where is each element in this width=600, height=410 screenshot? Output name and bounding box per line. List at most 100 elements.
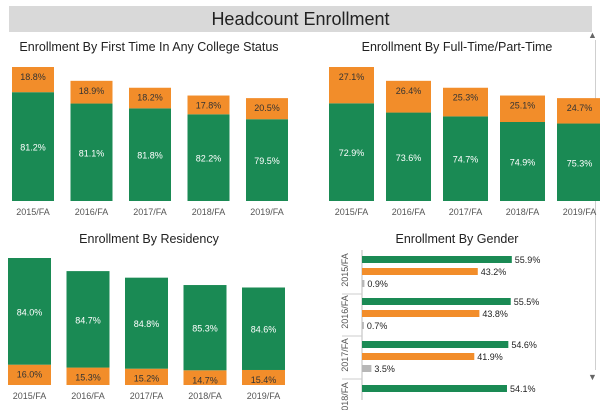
bar-full-part-2017-FA-bottom xyxy=(443,116,488,201)
bar-full-part-2015-FA-bottom xyxy=(329,103,374,201)
label-first-time-2015-FA-top: 18.8% xyxy=(20,72,46,82)
bar-gender-2016-FA-2 xyxy=(362,322,364,329)
label-residency-2018-FA-top: 85.3% xyxy=(192,324,218,334)
tick-gender-2015-FA: 2015/FA xyxy=(340,253,350,287)
bar-first-time-2016-FA-top xyxy=(70,80,113,104)
header-banner: Headcount Enrollment xyxy=(9,6,592,32)
label-residency-2017-FA-top: 84.8% xyxy=(134,319,160,329)
tick-first-time-2015-FA: 2015/FA xyxy=(16,207,50,217)
bar-full-part-2018-FA-bottom xyxy=(500,122,545,201)
bar-first-time-2015-FA-top xyxy=(12,67,54,93)
label-full-part-2018-FA-bottom: 74.9% xyxy=(510,158,536,168)
bar-full-part-2016-FA-top xyxy=(386,80,431,113)
bar-full-part-2015-FA-top xyxy=(329,67,374,104)
bar-residency-2016-FA-bottom xyxy=(66,367,110,385)
bar-residency-2018-FA-top xyxy=(183,285,227,371)
label-gender-2016-FA-2: 0.7% xyxy=(367,321,388,331)
bar-residency-2015-FA-top xyxy=(8,258,51,365)
tick-full-part-2015-FA: 2015/FA xyxy=(335,207,369,217)
label-residency-2015-FA-top: 84.0% xyxy=(17,307,43,317)
bar-first-time-2018-FA-top xyxy=(187,95,230,115)
label-full-part-2016-FA-bottom: 73.6% xyxy=(396,153,422,163)
tick-first-time-2018-FA: 2018/FA xyxy=(192,207,226,217)
bar-gender-2016-FA-1 xyxy=(362,310,480,317)
bar-first-time-2018-FA-bottom xyxy=(187,114,230,201)
label-gender-2017-FA-0: 54.6% xyxy=(511,340,537,350)
tick-residency-2018-FA: 2018/FA xyxy=(188,391,222,401)
page-title: Headcount Enrollment xyxy=(211,9,390,29)
scroll-down-icon[interactable]: ▼ xyxy=(588,372,597,382)
bar-first-time-2015-FA-bottom xyxy=(12,92,54,201)
label-full-part-2019-FA-bottom: 75.3% xyxy=(567,158,593,168)
bar-first-time-2019-FA-top xyxy=(246,98,288,120)
bar-gender-2017-FA-0 xyxy=(362,341,509,348)
bar-full-part-2019-FA-top xyxy=(557,98,600,124)
label-full-part-2015-FA-bottom: 72.9% xyxy=(339,148,365,158)
bar-residency-2019-FA-bottom xyxy=(242,369,285,385)
tick-full-part-2018-FA: 2018/FA xyxy=(506,207,540,217)
bar-first-time-2019-FA-bottom xyxy=(246,119,288,201)
label-residency-2018-FA-bottom: 14.7% xyxy=(192,375,218,385)
label-residency-2016-FA-bottom: 15.3% xyxy=(75,373,101,383)
label-full-part-2017-FA-top: 25.3% xyxy=(453,93,479,103)
bar-residency-2016-FA-top xyxy=(66,271,110,368)
label-full-part-2015-FA-top: 27.1% xyxy=(339,72,365,82)
tick-full-part-2016-FA: 2016/FA xyxy=(392,207,426,217)
label-first-time-2019-FA-top: 20.5% xyxy=(254,103,280,113)
label-full-part-2016-FA-top: 26.4% xyxy=(396,86,422,96)
tick-residency-2015-FA: 2015/FA xyxy=(13,391,47,401)
label-residency-2016-FA-top: 84.7% xyxy=(75,315,101,325)
bar-gender-2016-FA-0 xyxy=(362,298,511,305)
label-first-time-2017-FA-top: 18.2% xyxy=(137,93,163,103)
label-gender-2018-FA-0: 54.1% xyxy=(510,384,536,394)
tick-gender-2016-FA: 2016/FA xyxy=(340,295,350,329)
label-gender-2016-FA-1: 43.8% xyxy=(482,309,508,319)
label-first-time-2016-FA-top: 18.9% xyxy=(79,86,105,96)
label-first-time-2017-FA-bottom: 81.8% xyxy=(137,151,163,161)
label-residency-2017-FA-bottom: 15.2% xyxy=(134,374,160,384)
tick-full-part-2017-FA: 2017/FA xyxy=(449,207,483,217)
bar-residency-2019-FA-top xyxy=(242,287,285,370)
label-residency-2015-FA-bottom: 16.0% xyxy=(17,370,43,380)
tick-residency-2017-FA: 2017/FA xyxy=(130,391,164,401)
label-gender-2016-FA-0: 55.5% xyxy=(514,297,540,307)
bar-gender-2015-FA-2 xyxy=(362,280,365,287)
tick-first-time-2016-FA: 2016/FA xyxy=(75,207,109,217)
label-gender-2015-FA-2: 0.9% xyxy=(367,279,388,289)
label-full-part-2018-FA-top: 25.1% xyxy=(510,101,536,111)
bar-gender-2017-FA-2 xyxy=(362,365,372,372)
bar-gender-2018-FA-0 xyxy=(362,385,507,392)
label-residency-2019-FA-top: 84.6% xyxy=(251,325,277,335)
scrollbar-track[interactable] xyxy=(595,40,596,370)
chart-title-first-time: Enrollment By First Time In Any College … xyxy=(19,40,279,54)
tick-gender-2017-FA: 2017/FA xyxy=(340,338,350,372)
label-first-time-2016-FA-bottom: 81.1% xyxy=(79,148,105,158)
label-full-part-2019-FA-top: 24.7% xyxy=(567,103,593,113)
bar-full-part-2018-FA-top xyxy=(500,95,545,123)
bar-first-time-2017-FA-bottom xyxy=(129,108,171,201)
bar-gender-2015-FA-1 xyxy=(362,268,478,275)
tick-residency-2019-FA: 2019/FA xyxy=(247,391,281,401)
label-first-time-2018-FA-bottom: 82.2% xyxy=(196,154,222,164)
label-first-time-2015-FA-bottom: 81.2% xyxy=(20,143,46,153)
tick-full-part-2019-FA: 2019/FA xyxy=(563,207,597,217)
tick-gender-2018-FA: 2018/FA xyxy=(340,382,350,410)
bar-full-part-2016-FA-bottom xyxy=(386,112,431,201)
label-residency-2019-FA-bottom: 15.4% xyxy=(251,375,277,385)
scroll-up-icon[interactable]: ▲ xyxy=(588,30,597,40)
chart-title-residency: Enrollment By Residency xyxy=(79,232,219,246)
label-gender-2017-FA-1: 41.9% xyxy=(477,352,503,362)
label-gender-2015-FA-1: 43.2% xyxy=(481,267,507,277)
chart-title-gender: Enrollment By Gender xyxy=(395,232,519,246)
tick-residency-2016-FA: 2016/FA xyxy=(71,391,105,401)
bar-residency-2015-FA-bottom xyxy=(8,364,51,385)
bar-first-time-2016-FA-bottom xyxy=(70,103,113,201)
chart-title-full-part: Enrollment By Full-Time/Part-Time xyxy=(361,40,553,54)
bar-full-part-2019-FA-bottom xyxy=(557,123,600,201)
bar-gender-2017-FA-1 xyxy=(362,353,475,360)
label-gender-2017-FA-2: 3.5% xyxy=(374,364,395,374)
bar-first-time-2017-FA-top xyxy=(129,87,171,109)
label-first-time-2018-FA-top: 17.8% xyxy=(196,101,222,111)
bar-gender-2015-FA-0 xyxy=(362,256,512,263)
